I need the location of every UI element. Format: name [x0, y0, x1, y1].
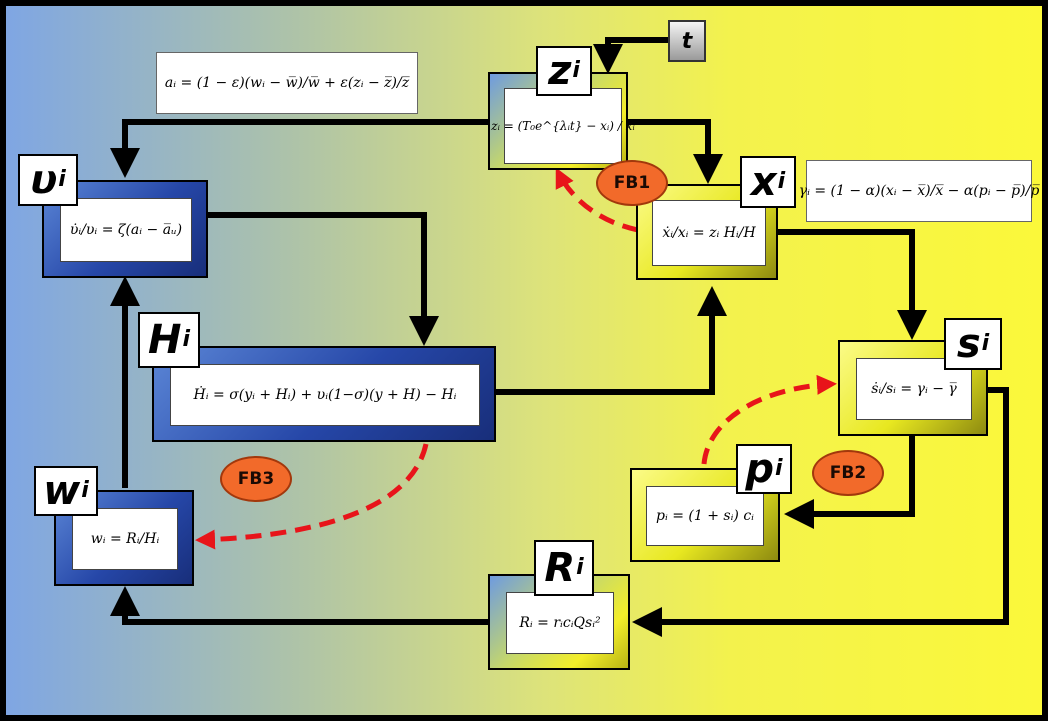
node-w-subscript: i [81, 478, 89, 503]
node-w: wᵢ = Rᵢ/Hᵢ [54, 490, 194, 586]
node-r-subscript: i [576, 555, 584, 580]
node-x-subscript: i [777, 169, 786, 194]
node-s-subscript: i [981, 331, 990, 356]
feedback-fb1: FB1 [596, 160, 668, 206]
node-p-subscript: i [775, 456, 783, 481]
arrow-z-to-u [110, 119, 488, 178]
node-z-subscript: i [572, 58, 580, 83]
time-node: t [668, 20, 706, 62]
node-u-equation: υ̇ᵢ/υᵢ = ζ(aᵢ − a̅ᵤ) [60, 198, 192, 262]
arrow-x-to-s [778, 229, 927, 340]
feedback-fb3: FB3 [220, 456, 292, 502]
arrow-h-to-x [496, 286, 727, 395]
node-r-equation: Rᵢ = rᵢcᵢQsᵢ² [506, 592, 614, 654]
arrow-s-to-p [784, 436, 915, 529]
node-z-symbol: z [548, 48, 572, 94]
node-h: Ḣᵢ = σ(yᵢ + Hᵢ) + υᵢ(1−σ)(y + H) − Hᵢ [152, 346, 496, 442]
node-z: zᵢ = (T₀e^{λᵢt} − xᵢ) / xᵢ [488, 72, 635, 170]
node-s-symbol: s [956, 321, 981, 367]
arrow-t-to-z [593, 37, 668, 74]
arrow-s-to-r [632, 387, 1009, 637]
feedback-arrow-fb3 [195, 443, 429, 550]
node-w-symbol: w [43, 468, 81, 514]
feedback-arrow-fb1 [555, 167, 639, 233]
node-u-subscript: i [58, 167, 66, 192]
feedback-fb2: FB2 [812, 450, 884, 496]
node-x-equation: ẋᵢ/xᵢ = zᵢ Hᵢ/H [652, 200, 766, 266]
feedback-arrow-fb2 [701, 374, 837, 465]
formula-gamma: γᵢ = (1 − α)(xᵢ − x̅)/x̅ − α(pᵢ − p̅)/p̅ [799, 160, 1039, 222]
node-w-equation: wᵢ = Rᵢ/Hᵢ [72, 508, 178, 570]
node-p-equation: pᵢ = (1 + sᵢ) cᵢ [646, 486, 764, 546]
node-x-symbol: x [750, 159, 777, 205]
arrow-z-to-x [618, 119, 723, 184]
node-p-symbol: p [745, 446, 775, 492]
node-h-equation: Ḣᵢ = σ(yᵢ + Hᵢ) + υᵢ(1−σ)(y + H) − Hᵢ [170, 364, 480, 426]
node-r-symbol: R [544, 545, 576, 591]
arrow-r-to-w [110, 586, 488, 625]
node-h-symbol: H [147, 317, 182, 363]
formula-a: aᵢ = (1 − ε)(wᵢ − w̅)/w̅ + ε(zᵢ − z̅)/z̅ [156, 52, 418, 114]
node-z-equation: zᵢ = (T₀e^{λᵢt} − xᵢ) / xᵢ [491, 88, 635, 164]
node-u-symbol: υ [30, 157, 58, 203]
node-h-subscript: i [182, 327, 191, 352]
arrow-u-to-h [205, 212, 439, 346]
